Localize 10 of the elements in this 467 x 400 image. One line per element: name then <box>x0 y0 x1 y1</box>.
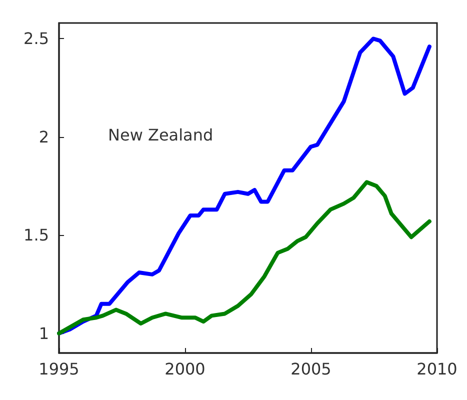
y-tick-label: 1 <box>38 324 49 343</box>
x-tick-label: 1995 <box>38 360 80 378</box>
y-tick-label: 2.5 <box>24 29 49 48</box>
y-tick-label: 1.5 <box>24 226 49 245</box>
x-tick-label: 2005 <box>290 360 332 378</box>
line-series <box>57 180 432 336</box>
y-tick-label: 2 <box>38 127 49 146</box>
x-tick-label: 2010 <box>416 360 458 378</box>
annotation: New Zealand <box>108 126 214 144</box>
x-tick-label: 2000 <box>164 360 206 378</box>
